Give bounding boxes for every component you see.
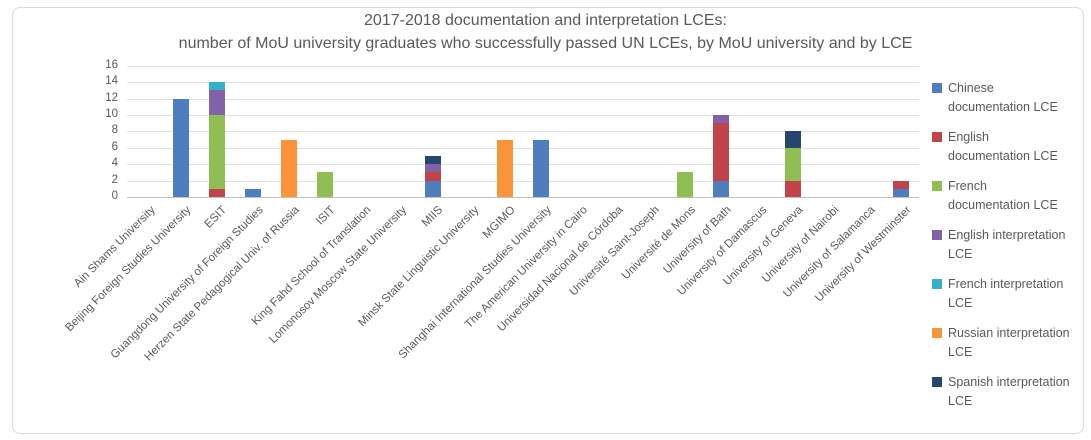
- bar-segment: [425, 180, 441, 197]
- legend-label: Chinese documentation LCE: [948, 79, 1058, 117]
- gridline: [127, 82, 919, 84]
- legend-label: French documentation LCE: [948, 177, 1058, 215]
- bar-segment: [281, 139, 297, 197]
- gridline: [127, 180, 919, 182]
- y-tick-label: 0: [111, 190, 118, 202]
- legend-item: Russian interpretation LCE: [932, 324, 1085, 362]
- legend-label: English interpretation LCE: [948, 226, 1065, 264]
- gridline: [127, 164, 919, 166]
- legend-label: Russian interpretation LCE: [948, 324, 1070, 362]
- bar-segment: [677, 172, 693, 197]
- legend-swatch: [932, 328, 942, 338]
- bar-segment: [209, 82, 225, 91]
- legend-swatch: [932, 279, 942, 289]
- bar-segment: [425, 164, 441, 173]
- legend-label-line: Chinese: [948, 81, 994, 95]
- legend-item: Chinese documentation LCE: [932, 79, 1085, 117]
- x-axis-label: MGIMO: [480, 204, 518, 241]
- legend-label-line: English: [948, 130, 989, 144]
- chart-title-line1: 2017-2018 documentation and interpretati…: [364, 12, 727, 29]
- bar-segment: [785, 147, 801, 181]
- bar-segment: [317, 172, 333, 197]
- bar-segment: [893, 188, 909, 197]
- x-axis-label: Shanghai International Studies Universit…: [396, 204, 554, 362]
- bar-segment: [209, 188, 225, 197]
- bar-segment: [785, 180, 801, 197]
- gridline: [127, 115, 919, 116]
- y-tick-label: 2: [111, 173, 118, 186]
- bar-segment: [785, 131, 801, 148]
- legend-label-line: Spanish interpretation: [948, 375, 1070, 389]
- x-axis-label: MIIS: [420, 204, 446, 230]
- legend-label-line: English interpretation: [948, 228, 1066, 242]
- legend-label-line: documentation LCE: [948, 100, 1058, 114]
- legend-item: English documentation LCE: [932, 128, 1085, 166]
- y-tick-label: 16: [105, 58, 118, 71]
- chart-frame: [12, 7, 1084, 434]
- legend-label-line: LCE: [948, 247, 973, 261]
- chart-title: 2017-2018 documentation and interpretati…: [0, 9, 1091, 55]
- x-axis-label: ESIT: [202, 204, 230, 231]
- legend-label-line: French: [948, 179, 987, 193]
- y-tick-label: 10: [105, 108, 118, 120]
- legend-label: French interpretation LCE: [948, 275, 1063, 313]
- legend-item: French interpretation LCE: [932, 275, 1085, 313]
- legend-label-line: LCE: [948, 345, 973, 359]
- legend-label-line: LCE: [948, 394, 973, 408]
- legend-label-line: documentation LCE: [948, 198, 1058, 212]
- legend-label-line: Russian interpretation: [948, 326, 1070, 340]
- chart-title-line2: number of MoU university graduates who s…: [178, 35, 913, 52]
- gridline: [127, 65, 919, 67]
- bar-segment: [713, 115, 729, 124]
- bar-segment: [893, 180, 909, 189]
- bar-segment: [209, 90, 225, 115]
- legend-label-line: LCE: [948, 296, 973, 310]
- bar-segment: [209, 115, 225, 189]
- legend-swatch: [932, 181, 942, 191]
- gridline: [127, 98, 919, 100]
- y-tick-label: 4: [111, 157, 118, 170]
- gridline: [127, 131, 919, 133]
- y-tick-label: 12: [105, 91, 118, 104]
- bar-segment: [713, 180, 729, 197]
- legend-label: Spanish interpretation LCE: [948, 373, 1070, 411]
- y-tick-label: 14: [105, 75, 118, 88]
- y-tick-label: 8: [111, 124, 118, 137]
- legend-swatch: [932, 377, 942, 387]
- legend-item: English interpretation LCE: [932, 226, 1085, 264]
- legend-item: Spanish interpretation LCE: [932, 373, 1085, 411]
- gridline: [127, 147, 919, 149]
- legend-item: French documentation LCE: [932, 177, 1085, 215]
- bar-segment: [173, 98, 189, 197]
- x-axis-label: Minsk State Linguistic University: [356, 204, 482, 330]
- x-axis-label: ISIT: [314, 204, 338, 228]
- bar-segment: [497, 139, 513, 197]
- legend-label-line: documentation LCE: [948, 149, 1058, 163]
- x-axis-line: [127, 197, 919, 198]
- y-tick-label: 6: [111, 140, 118, 153]
- bar-segment: [533, 139, 549, 197]
- legend: Chinese documentation LCE English documenta…: [932, 79, 1085, 411]
- bar-segment: [425, 172, 441, 181]
- bar-segment: [713, 123, 729, 181]
- legend-swatch: [932, 132, 942, 142]
- bar-segment: [425, 156, 441, 165]
- legend-label: English documentation LCE: [948, 128, 1058, 166]
- bar-segment: [245, 188, 261, 197]
- legend-swatch: [932, 83, 942, 93]
- legend-swatch: [932, 230, 942, 240]
- x-axis-label: University of Bath: [661, 204, 734, 277]
- legend-label-line: French interpretation: [948, 277, 1064, 291]
